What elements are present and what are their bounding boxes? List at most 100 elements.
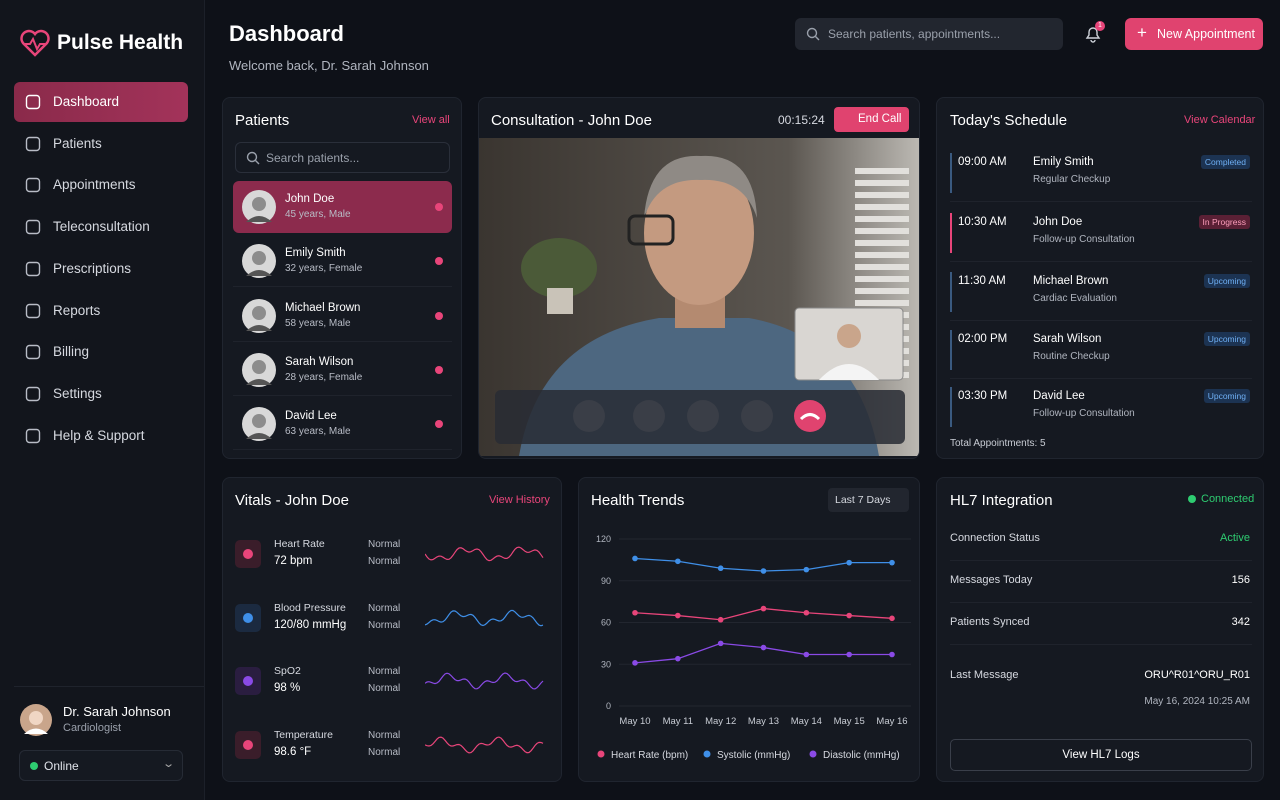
status-pill: Upcoming: [1203, 389, 1250, 403]
patient-avatar: [242, 352, 276, 387]
data-point: [675, 612, 681, 619]
avatar-face: [29, 711, 43, 725]
x-tick-label: May 16: [876, 716, 907, 727]
hl7-label: Last Message: [950, 669, 1019, 681]
vital-label: Blood Pressure: [274, 601, 346, 614]
divider: [950, 560, 1252, 561]
vital-icon-dot: [243, 676, 253, 686]
patient-avatar: [242, 244, 276, 279]
appointment-type: Follow-up Consultation: [1033, 408, 1135, 419]
window-blind: [855, 276, 909, 282]
hl7-label: Messages Today: [950, 574, 1033, 586]
nav-item[interactable]: Dashboard: [14, 82, 188, 122]
timeline-bar: [950, 153, 952, 193]
appointment-type: Follow-up Consultation: [1033, 234, 1135, 245]
nav-item[interactable]: Teleconsultation: [14, 207, 188, 247]
panel-title: Consultation - John Doe: [491, 112, 652, 129]
nav-item[interactable]: Reports: [14, 291, 188, 331]
divider: [950, 644, 1252, 645]
vital-status: Normal: [368, 619, 401, 631]
x-tick-label: May 10: [619, 716, 650, 727]
nav-icon-shape: [25, 344, 41, 360]
data-point: [760, 568, 767, 574]
view-all-link[interactable]: View all: [412, 114, 450, 126]
sparkline-path: [425, 735, 544, 754]
patient-search[interactable]: Search patients...: [235, 142, 450, 173]
vital-label: Heart Rate: [274, 538, 325, 550]
sparkline: [425, 735, 544, 754]
window-blind: [855, 300, 909, 306]
person-head: [644, 161, 754, 305]
range-selector[interactable]: Last 7 Days: [828, 488, 909, 512]
window-blind: [855, 288, 909, 294]
patient-row[interactable]: John Doe 45 years, Male: [233, 181, 452, 233]
data-point: [803, 566, 810, 573]
nav-icon-shape: [25, 94, 41, 110]
hl7-value: 156: [1231, 574, 1250, 586]
nav-icon: [25, 178, 41, 193]
status-pill: In Progress: [1198, 215, 1250, 229]
patient-detail: 28 years, Female: [285, 371, 363, 383]
vital-status: Normal: [368, 683, 401, 694]
search-box[interactable]: Search patients, appointments...: [795, 18, 1063, 50]
nav-icon-shape: [25, 261, 41, 276]
patient-name: Emily Smith: [285, 247, 346, 260]
nav-label: Teleconsultation: [53, 219, 150, 235]
hl7-label: Patients Synced: [950, 616, 1030, 628]
new-appointment-button[interactable]: + New Appointment: [1125, 18, 1263, 50]
search-placeholder: Search patients...: [266, 151, 360, 165]
hl7-value: Active: [1220, 532, 1250, 544]
nav-item[interactable]: Settings: [14, 374, 188, 414]
patient-name: Michael Brown: [285, 301, 361, 314]
appointment-name: Michael Brown: [1033, 275, 1109, 287]
control-button[interactable]: [573, 400, 605, 432]
data-point: [760, 605, 767, 612]
consultation-panel: Consultation - John Doe 00:15:24 End Call: [478, 97, 920, 459]
hl7-logs-button[interactable]: View HL7 Logs: [950, 739, 1252, 771]
data-point: [803, 651, 810, 658]
view-history-link[interactable]: View History: [489, 494, 550, 506]
last-message-time: May 16, 2024 10:25 AM: [1144, 696, 1250, 707]
divider: [950, 320, 1252, 321]
vital-status: Normal: [368, 746, 401, 758]
window-blind: [855, 204, 909, 210]
page-title: Dashboard: [229, 21, 344, 46]
patient-row[interactable]: David Lee 63 years, Male: [233, 398, 452, 451]
notification-badge[interactable]: 1: [1095, 21, 1105, 31]
nav-item[interactable]: Help & Support: [14, 416, 188, 456]
patient-row[interactable]: Michael Brown 58 years, Male: [233, 290, 452, 342]
avatar-face: [252, 197, 266, 211]
trends-panel: Health Trends Last 7 Days 0 30 60 90 120 May 10…: [578, 477, 920, 782]
nav-label: Appointments: [53, 177, 136, 193]
vital-status: Normal: [368, 602, 401, 614]
logo-icon: [20, 29, 50, 57]
nav-item[interactable]: Patients: [14, 124, 188, 164]
nav-item[interactable]: Prescriptions: [14, 249, 188, 289]
nav-icon-shape: [25, 428, 41, 443]
nav-label: Help & Support: [53, 427, 145, 443]
nav-item[interactable]: Billing: [14, 332, 188, 372]
appointment-type: Cardiac Evaluation: [1033, 293, 1117, 304]
sparkline: [425, 672, 544, 690]
nav-item[interactable]: Appointments: [14, 165, 188, 205]
control-button[interactable]: [687, 400, 719, 432]
timeline-bar: [950, 330, 952, 370]
trend-chart: 0 30 60 90 120 May 10 May 11 May 12 May 13 May 14…: [596, 534, 911, 761]
avatar-body: [246, 378, 272, 385]
nav-label: Reports: [53, 302, 101, 318]
data-point: [803, 609, 810, 616]
hangup-icon: [799, 413, 821, 421]
control-button[interactable]: [741, 400, 773, 432]
appointment-name: John Doe: [1033, 216, 1083, 228]
status-select[interactable]: Online ⌄: [19, 750, 183, 781]
vital-status: Normal: [368, 729, 401, 741]
end-call-button[interactable]: End Call: [834, 107, 909, 132]
patient-row[interactable]: Sarah Wilson 28 years, Female: [233, 344, 452, 396]
patient-row[interactable]: Emily Smith 32 years, Female: [233, 235, 452, 288]
y-tick-label: 60: [601, 618, 611, 628]
nav-icon-shape: [25, 178, 41, 193]
control-button[interactable]: [633, 400, 665, 432]
nav-icon: [25, 94, 41, 110]
x-tick-label: May 13: [748, 716, 779, 727]
view-calendar-link[interactable]: View Calendar: [1184, 114, 1256, 126]
